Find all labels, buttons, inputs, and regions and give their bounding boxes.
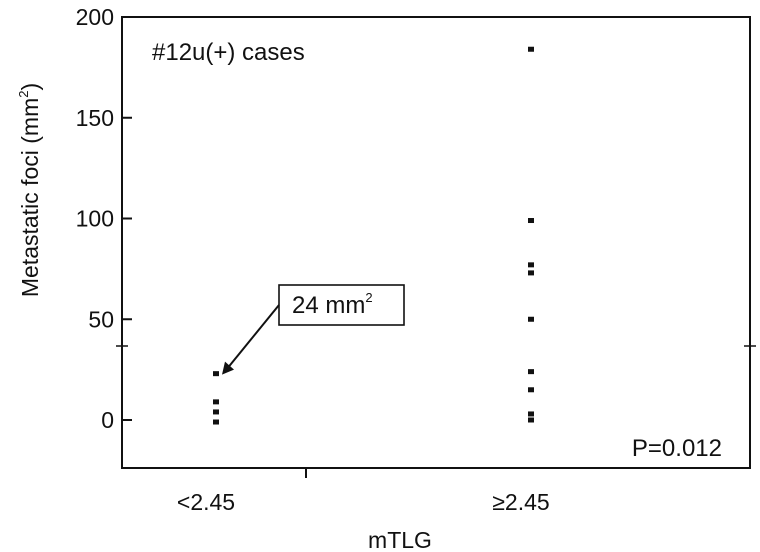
plot-frame — [121, 16, 751, 469]
data-point — [528, 387, 534, 393]
callout-superscript: 2 — [365, 290, 372, 305]
x-axis-ticks: <2.45 ≥2.45 — [177, 468, 550, 515]
callout-text: 24 mm — [292, 292, 365, 319]
data-point — [528, 262, 534, 268]
y-tick-label: 100 — [76, 206, 114, 232]
y-axis-title-superscript: 2 — [16, 91, 31, 98]
y-axis-ticks: 0 50 100 150 200 — [76, 4, 132, 433]
data-point — [528, 316, 534, 322]
data-point — [528, 270, 534, 276]
x-tick-label: <2.45 — [177, 489, 235, 515]
data-point — [528, 46, 534, 52]
svg-text:24 mm2: 24 mm2 — [292, 290, 373, 319]
y-axis-title-text: Metastatic foci (mm — [17, 98, 43, 297]
callout-arrow — [227, 304, 280, 369]
x-axis-title: mTLG — [368, 527, 432, 552]
data-point — [528, 369, 534, 375]
y-axis-title: Metastatic foci (mm2) — [16, 83, 43, 297]
callout: 24 mm2 — [222, 284, 405, 375]
p-value-label: P=0.012 — [632, 435, 722, 462]
y-tick-label: 50 — [88, 306, 114, 332]
data-point — [528, 417, 534, 423]
y-tick-label: 150 — [76, 105, 114, 131]
data-point — [213, 419, 219, 425]
subset-label: #12u(+) cases — [152, 39, 305, 66]
data-point — [213, 409, 219, 415]
x-tick-label: ≥2.45 — [492, 489, 549, 515]
y-tick-label: 0 — [101, 407, 114, 433]
y-tick-label: 200 — [76, 4, 114, 30]
data-point — [213, 371, 219, 377]
y-axis-title-close: ) — [17, 83, 43, 91]
data-point — [528, 411, 534, 417]
data-point — [213, 399, 219, 405]
callout-arrowhead — [222, 361, 234, 375]
data-point — [528, 218, 534, 224]
data-points — [213, 46, 534, 425]
